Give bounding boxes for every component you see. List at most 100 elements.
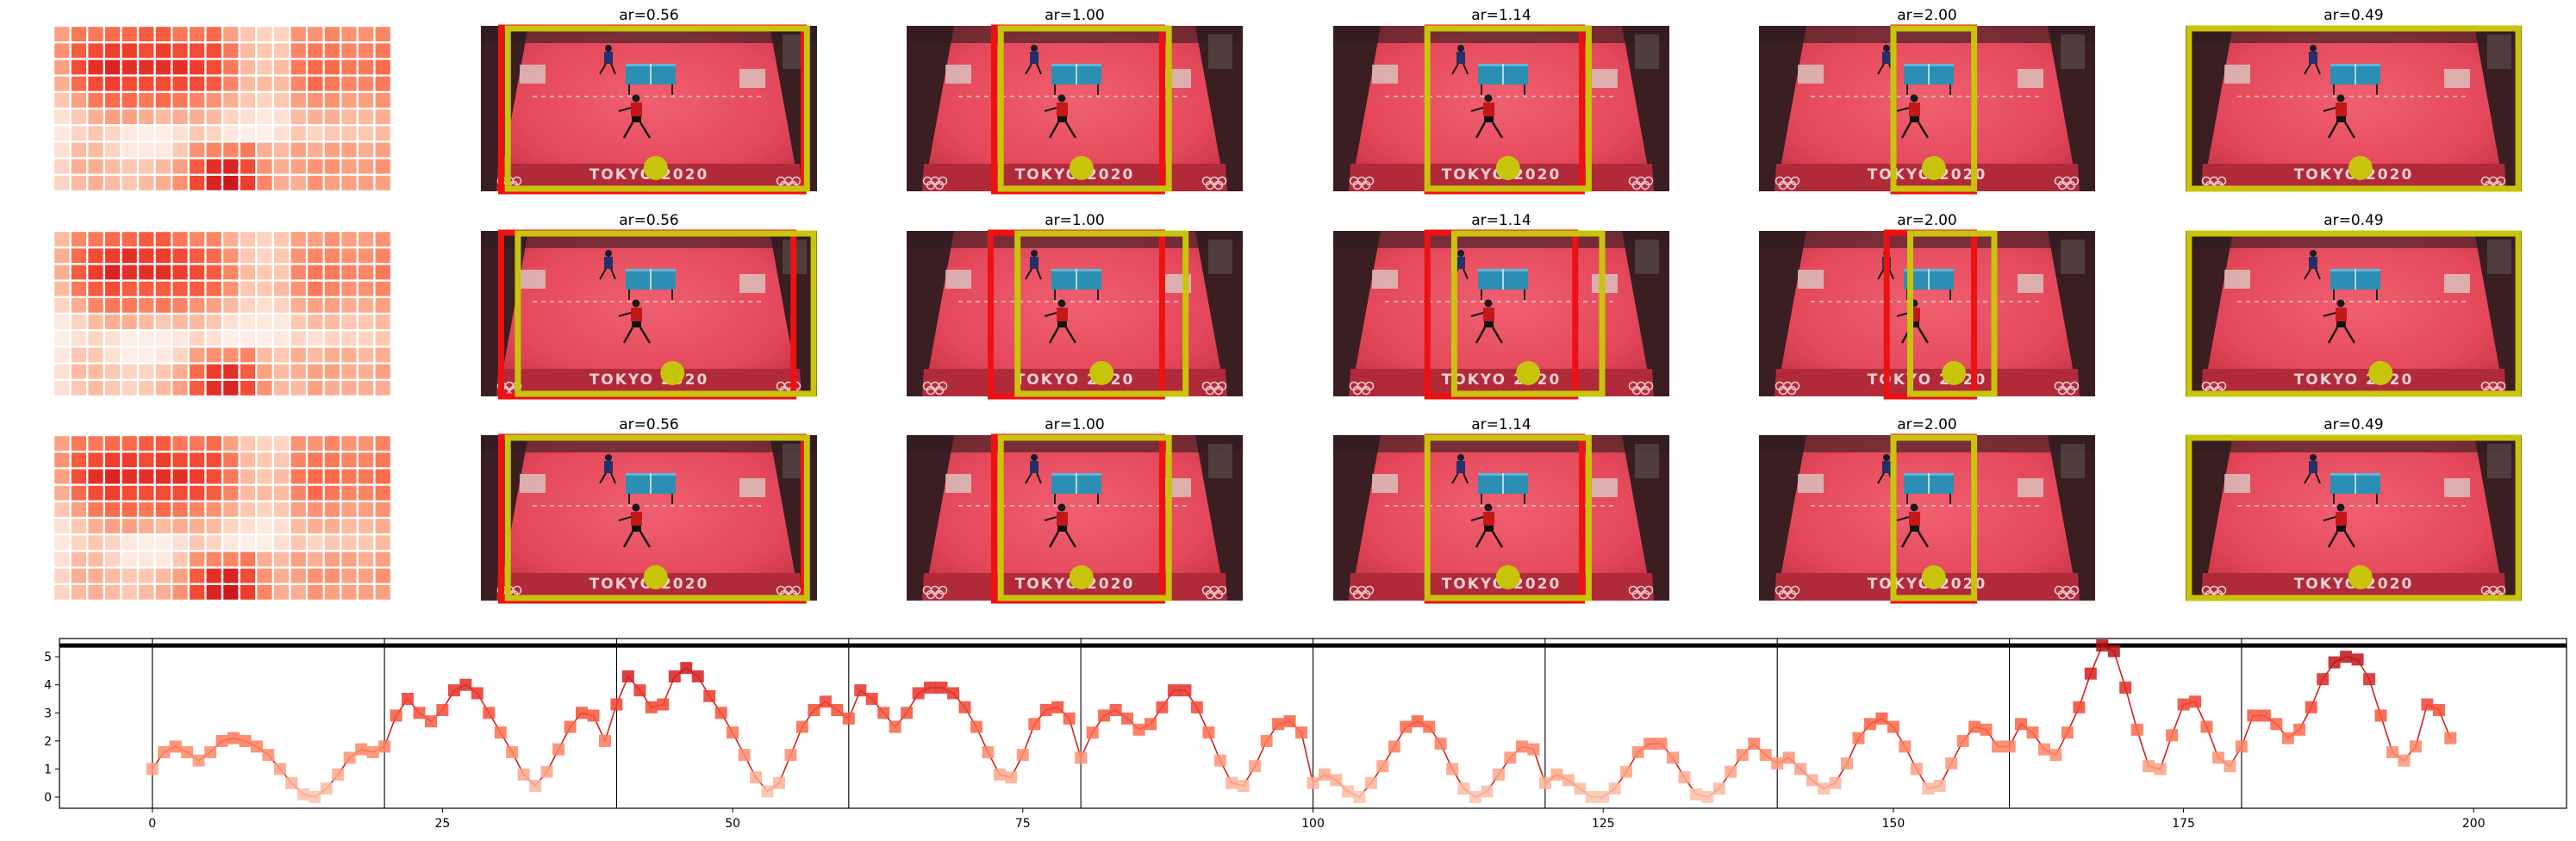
heatmap-cell [54, 452, 70, 468]
heatmap-cell [139, 43, 154, 59]
yellow-center-dot [1495, 156, 1520, 180]
heatmap-cell [375, 585, 390, 600]
data-point-marker [250, 740, 263, 753]
heatmap-cell [172, 485, 188, 501]
heatmap-cell [290, 265, 306, 280]
data-point-marker [146, 763, 159, 776]
heatmap-cell [359, 248, 374, 264]
heatmap-cell [257, 364, 272, 379]
heatmap-cell [290, 551, 306, 567]
heatmap-cell [324, 43, 340, 59]
data-point-marker [471, 687, 483, 700]
heatmap-cell [274, 364, 290, 379]
data-point-marker [773, 776, 785, 789]
data-point-marker [459, 678, 472, 691]
heatmap-cell [240, 315, 255, 329]
heatmap-cell [257, 265, 272, 280]
heatmap-cell [324, 126, 340, 141]
heatmap-cell [359, 93, 374, 108]
y-tick-label: 0 [44, 791, 52, 805]
heatmap-cell [240, 93, 255, 108]
data-point-marker [447, 684, 460, 697]
heatmap-cell [324, 519, 340, 533]
heatmap-cell [155, 364, 171, 379]
data-point-marker [1608, 782, 1621, 795]
heatmap-cell [88, 535, 103, 551]
heatmap-cell [155, 485, 171, 501]
heatmap-cell [54, 347, 70, 363]
data-point-marker [2107, 645, 2120, 657]
heatmap-cell [139, 502, 154, 517]
data-point-marker [1249, 760, 1262, 773]
heatmap-cell [54, 232, 70, 246]
heatmap-cell [308, 176, 323, 190]
heatmap-cell [190, 485, 205, 501]
heatmap-cell [105, 109, 121, 124]
data-point-marker [1145, 718, 1157, 731]
data-point-marker [1782, 751, 1795, 764]
heatmap-cell [274, 519, 290, 533]
heatmap-cell [54, 142, 70, 158]
panel-title: ar=0.56 [619, 416, 679, 433]
heatmap-cell [240, 436, 255, 451]
heatmap-cell [324, 76, 340, 91]
heatmap-cell [88, 281, 103, 296]
data-point-marker [552, 743, 565, 756]
heatmap-cell [88, 27, 103, 41]
heatmap-cell [257, 585, 272, 600]
heatmap-cell [324, 364, 340, 379]
heatmap-cell [290, 485, 306, 501]
yellow-crop-box [997, 25, 1172, 192]
heatmap-cell [88, 347, 103, 363]
heatmap-cell [324, 59, 340, 75]
heatmap-cell [223, 485, 239, 501]
heatmap-cell [359, 176, 374, 190]
heatmap-cell [206, 27, 221, 41]
heatmap-cell [257, 248, 272, 264]
heatmap-cell [88, 381, 103, 396]
heatmap-cell [206, 469, 221, 484]
heatmap-cell [308, 76, 323, 91]
data-point-marker [2386, 745, 2398, 758]
heatmap-cell [359, 232, 374, 246]
heatmap-cell [71, 551, 86, 567]
heatmap-cell [324, 176, 340, 190]
data-point-marker [1086, 726, 1099, 739]
heatmap-cell [223, 436, 239, 451]
heatmap-cell [308, 109, 323, 124]
data-point-marker [1771, 757, 1784, 769]
heatmap-cell [54, 364, 70, 379]
heatmap-cell [71, 452, 86, 468]
heatmap-cell [54, 535, 70, 551]
heatmap-cell [290, 535, 306, 551]
heatmap-cell [240, 76, 255, 91]
yellow-crop-box [2186, 434, 2522, 601]
heatmap-cell [88, 436, 103, 451]
heatmap-cell [88, 93, 103, 108]
heatmap-cell [308, 535, 323, 551]
data-point-marker [1667, 751, 1679, 764]
heatmap-cell [139, 485, 154, 501]
heatmap-cell [240, 126, 255, 141]
data-point-marker [1016, 749, 1029, 762]
panel-title: ar=1.14 [1471, 7, 1531, 24]
heatmap-cell [88, 298, 103, 313]
heatmap-cell [54, 109, 70, 124]
heatmap-cell [139, 519, 154, 533]
heatmap-cell [341, 568, 357, 583]
data-point-marker [738, 749, 751, 762]
heatmap-cell [122, 176, 137, 190]
heatmap-cell [223, 93, 239, 108]
heatmap-cell [290, 248, 306, 264]
heatmap-cell [341, 265, 357, 280]
heatmap-cell [54, 585, 70, 600]
heatmap-cell [190, 43, 205, 59]
data-point-marker [1806, 774, 1818, 787]
heatmap-cell [324, 109, 340, 124]
data-point-marker [564, 720, 577, 733]
heatmap-cell [122, 298, 137, 313]
heatmap-cell [359, 159, 374, 174]
heatmap-cell [375, 248, 390, 264]
data-point-marker [1481, 785, 1494, 798]
